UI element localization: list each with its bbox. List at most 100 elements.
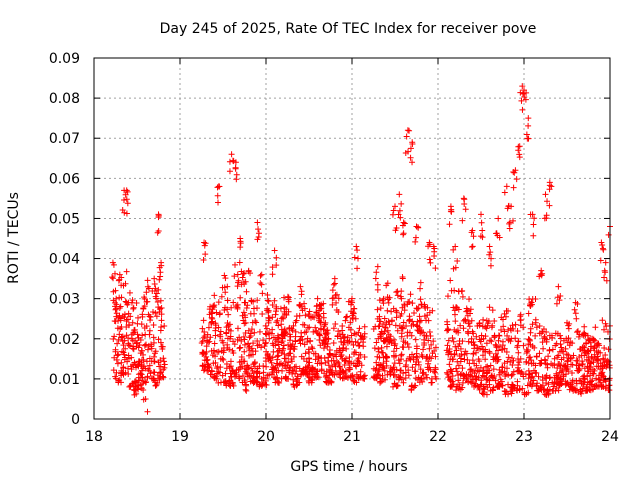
data-point [281,304,288,311]
data-point [208,319,215,326]
data-point [230,382,237,389]
data-point [471,383,478,390]
data-point [502,313,509,320]
data-point [234,325,241,332]
data-point [271,247,278,254]
data-point [146,362,153,369]
data-point [421,313,428,320]
data-point [533,353,540,360]
data-point [346,354,353,361]
data-point [207,334,214,341]
x-tick-label: 22 [429,429,447,445]
data-point [293,317,300,324]
data-point [226,168,233,175]
data-point [238,337,245,344]
data-point [140,305,147,312]
data-point [417,279,424,286]
data-point [565,335,572,342]
data-point [418,301,425,308]
data-point [515,361,522,368]
data-point [484,384,491,391]
data-point [397,367,404,374]
data-point [158,323,165,330]
data-point [431,368,438,375]
data-point [426,256,433,263]
data-point [159,373,166,380]
data-point [539,270,546,277]
data-point [571,306,578,313]
data-point [139,313,146,320]
data-point [515,143,522,150]
data-point [293,381,300,388]
data-point [218,293,225,300]
data-point [380,300,387,307]
data-point [516,385,523,392]
data-point [479,390,486,397]
data-point [554,374,561,381]
data-point [425,358,432,365]
data-point [399,324,406,331]
data-point [509,362,516,369]
data-point [564,358,571,365]
data-point [316,302,323,309]
data-point [447,383,454,390]
data-point [286,324,293,331]
data-point [399,325,406,332]
data-point [534,387,541,394]
data-point [495,215,502,222]
data-point [255,234,262,241]
data-point [300,367,307,374]
data-point [361,353,368,360]
data-point [330,295,337,302]
data-point [590,370,597,377]
data-point [444,342,451,349]
data-point [598,383,605,390]
data-point [121,356,128,363]
data-point [518,97,525,104]
data-point [306,355,312,362]
data-point [206,311,213,318]
data-point [488,373,495,380]
data-point [565,352,572,359]
data-point [331,361,338,368]
data-point [532,316,539,323]
data-point [361,372,368,379]
data-point [563,351,570,358]
data-point [408,387,415,394]
data-point [400,230,407,237]
data-point [233,367,240,374]
data-point [132,378,139,385]
data-point [265,317,272,324]
data-point [353,371,360,378]
data-point [468,317,475,324]
data-point [305,311,312,318]
data-point [145,366,152,373]
data-point [444,325,451,332]
data-point [400,219,407,226]
data-point [318,360,325,367]
data-point [301,341,308,348]
data-point [142,341,149,348]
data-point [111,270,118,277]
data-point [330,340,337,347]
y-tick-label: 0.04 [49,252,80,268]
data-point [395,357,402,364]
data-point [545,381,552,388]
data-point [576,354,583,361]
data-point [333,291,340,298]
data-point [525,122,532,129]
data-point [486,243,493,250]
data-point [131,329,138,336]
data-point [601,267,608,274]
data-point [444,293,451,300]
data-point [273,262,280,269]
data-point [505,307,512,314]
data-point [537,385,544,392]
data-point [305,378,312,385]
data-point [141,294,148,301]
data-point [287,337,294,344]
data-point [450,246,457,253]
y-tick-label: 0.03 [49,292,80,308]
data-point [343,314,350,321]
data-point [204,331,211,338]
